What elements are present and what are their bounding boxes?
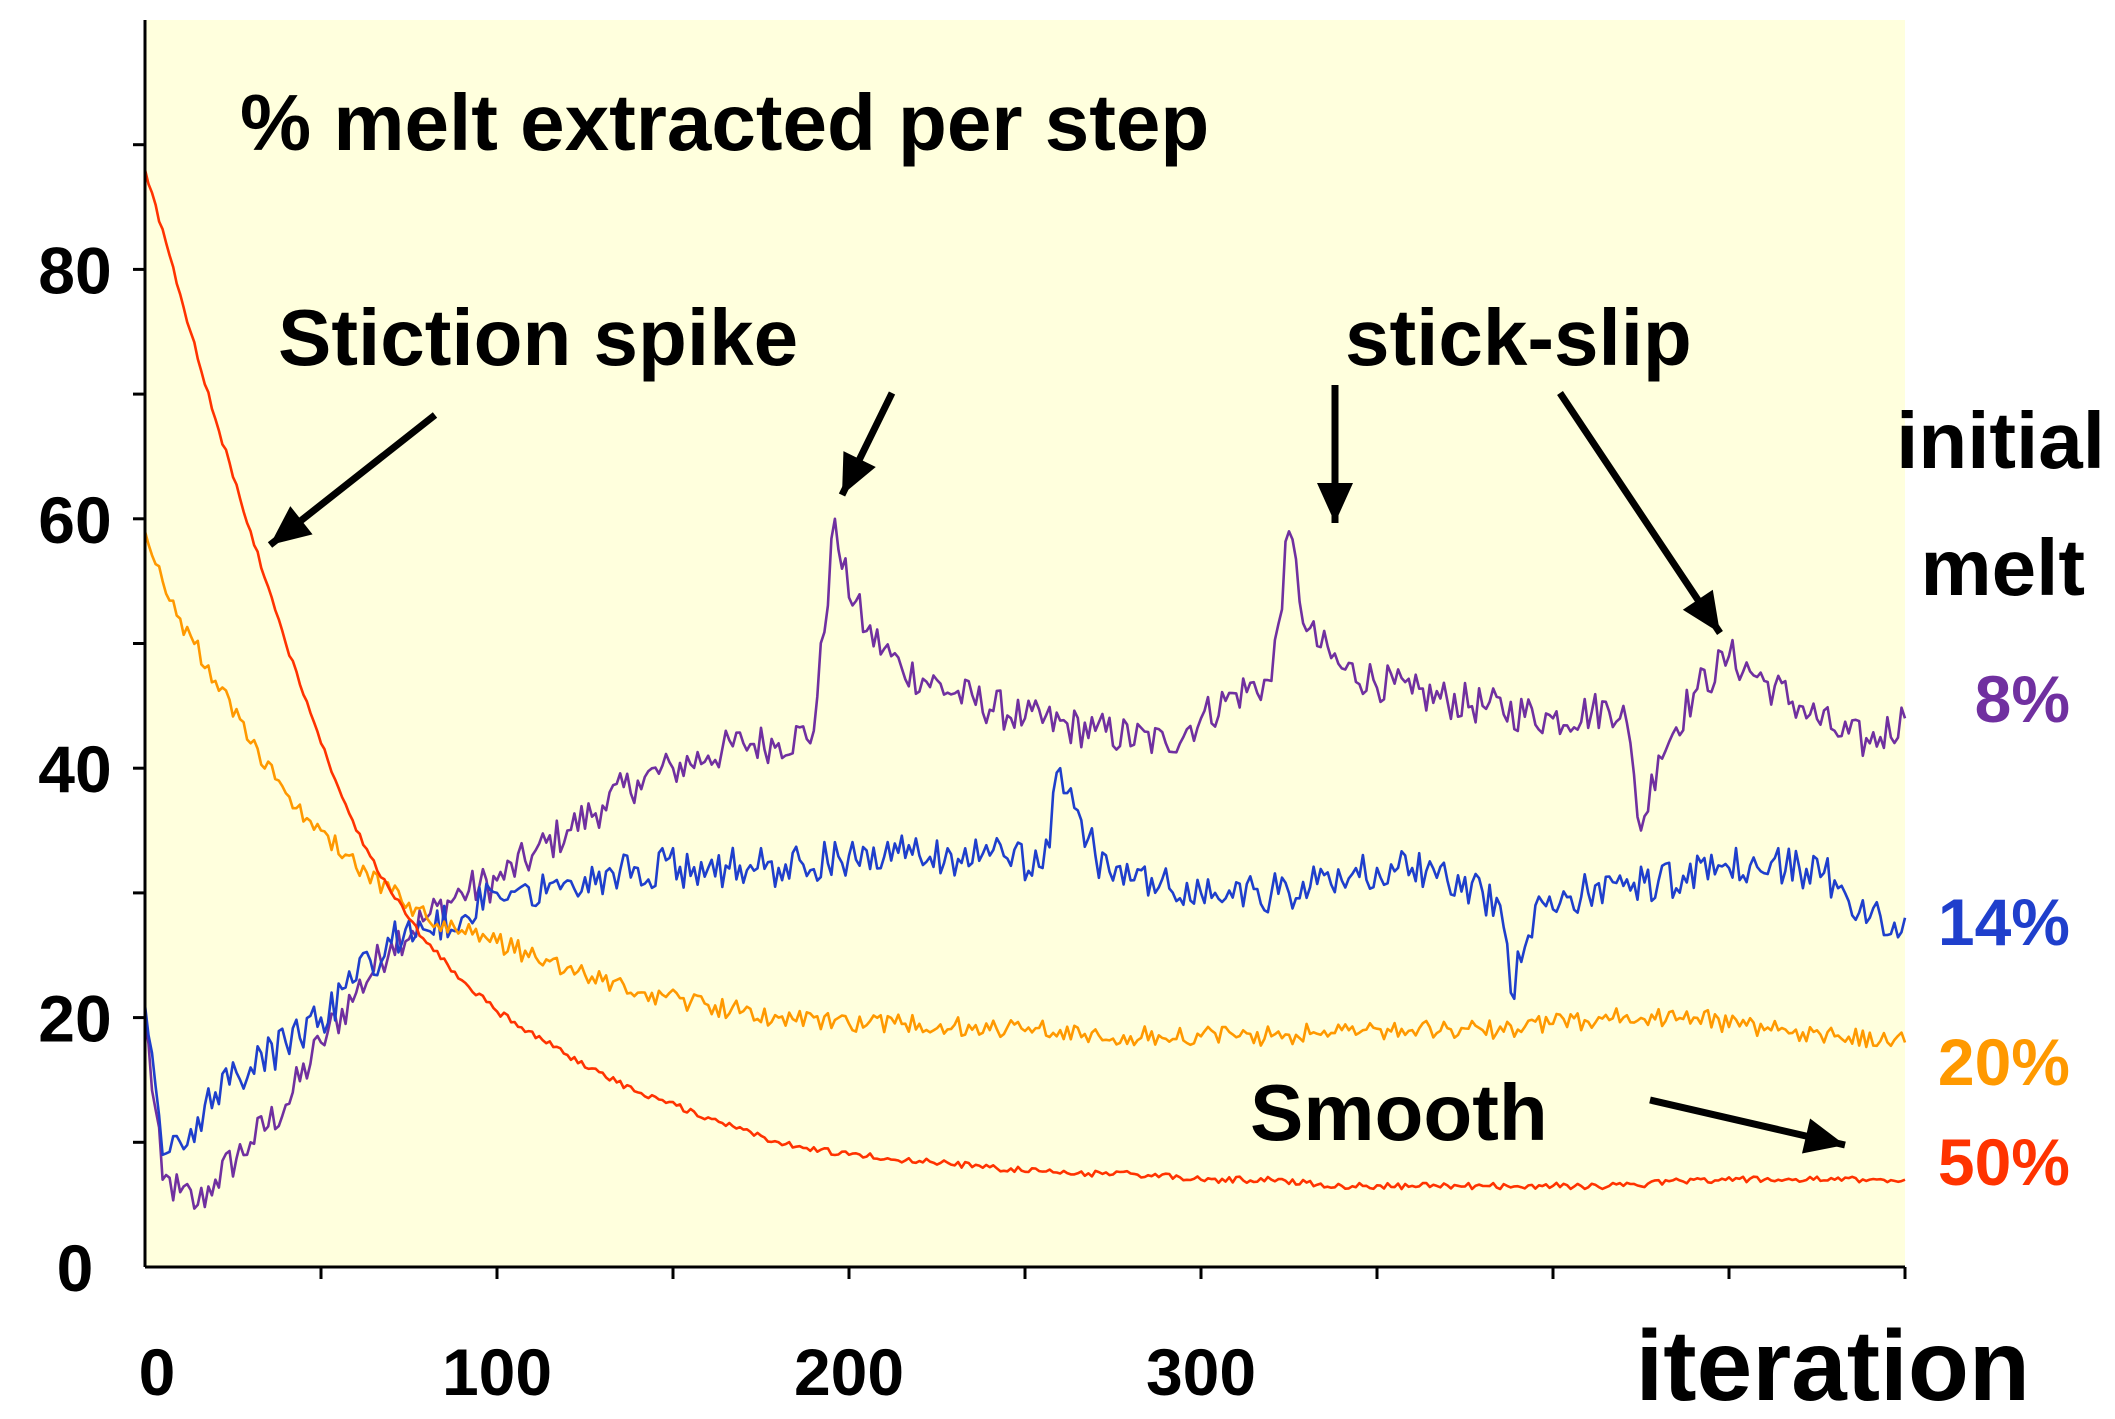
series-line-14pct bbox=[143, 766, 1907, 1157]
legend-title-line: initial bbox=[1896, 396, 2105, 485]
x-axis-label: iteration bbox=[1636, 1310, 2030, 1419]
y-tick-label: 20 bbox=[38, 982, 111, 1056]
annotation-arrow-head bbox=[842, 451, 876, 495]
annotation-arrow-head bbox=[1682, 589, 1720, 633]
annotation-arrow-shaft bbox=[1557, 391, 1723, 635]
chart-title: % melt extracted per step bbox=[240, 78, 1209, 167]
x-tick-label: 100 bbox=[442, 1335, 552, 1409]
annotation-arrow-head bbox=[270, 506, 313, 545]
series-line-50pct bbox=[143, 169, 1906, 1191]
plot-area bbox=[145, 20, 1905, 1267]
axes bbox=[133, 20, 1907, 1279]
legend-item-20pct: 20% bbox=[1938, 1025, 2070, 1099]
legend: 8% 14% 20% 50% bbox=[1938, 662, 2070, 1199]
y-tick-label: 60 bbox=[38, 483, 111, 557]
legend-item-8pct: 8% bbox=[1975, 662, 2070, 736]
annotation-stick-slip: stick-slip bbox=[1345, 293, 1692, 382]
y-tick-label: 40 bbox=[38, 732, 111, 806]
annotation-smooth: Smooth bbox=[1250, 1068, 1548, 1157]
legend-title-line: melt bbox=[1921, 523, 2086, 612]
annotation-arrow-head bbox=[1801, 1118, 1845, 1154]
series-line-20pct bbox=[143, 530, 1907, 1049]
x-tick-label: 0 bbox=[139, 1335, 176, 1409]
series-layer bbox=[143, 169, 1907, 1210]
y-tick-label: 0 bbox=[57, 1231, 94, 1305]
annotation-stiction-spike: Stiction spike bbox=[278, 293, 798, 382]
y-tick-label: 80 bbox=[38, 233, 111, 307]
series-line-8pct bbox=[143, 517, 1907, 1210]
annotation-arrows bbox=[267, 385, 1846, 1154]
x-tick-label: 200 bbox=[794, 1335, 904, 1409]
tick-labels: 0 20 40 60 80 0 100 200 300 bbox=[38, 233, 1256, 1409]
legend-item-14pct: 14% bbox=[1938, 885, 2070, 959]
annotation-arrow-head bbox=[1317, 483, 1353, 523]
x-tick-label: 300 bbox=[1146, 1335, 1256, 1409]
legend-title: initial melt bbox=[1896, 396, 2105, 612]
legend-item-50pct: 50% bbox=[1938, 1125, 2070, 1199]
